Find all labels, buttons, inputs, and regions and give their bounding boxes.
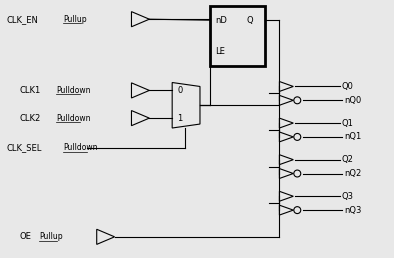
Text: Pulldown: Pulldown [56, 86, 91, 95]
Text: CLK2: CLK2 [19, 114, 41, 123]
Text: LE: LE [215, 47, 225, 56]
Text: Pulldown: Pulldown [63, 143, 97, 152]
Text: Pulldown: Pulldown [56, 114, 91, 123]
Text: 1: 1 [177, 114, 182, 123]
Text: Q: Q [247, 16, 253, 25]
Text: nQ3: nQ3 [344, 206, 362, 215]
Text: nQ2: nQ2 [344, 169, 362, 178]
Text: Q3: Q3 [342, 192, 354, 201]
Text: OE: OE [19, 232, 31, 241]
Text: Q0: Q0 [342, 82, 354, 91]
Bar [210, 6, 264, 66]
Text: nQ0: nQ0 [344, 96, 362, 105]
Text: CLK_EN: CLK_EN [6, 15, 38, 24]
Text: Q2: Q2 [342, 155, 354, 164]
Text: Pullup: Pullup [39, 232, 63, 241]
Text: CLK_SEL: CLK_SEL [6, 143, 42, 152]
Text: Pullup: Pullup [63, 15, 87, 24]
Text: CLK1: CLK1 [19, 86, 41, 95]
Text: Q1: Q1 [342, 119, 354, 127]
Text: nQ1: nQ1 [344, 132, 362, 141]
Text: nD: nD [215, 16, 227, 25]
Text: 0: 0 [177, 86, 182, 95]
